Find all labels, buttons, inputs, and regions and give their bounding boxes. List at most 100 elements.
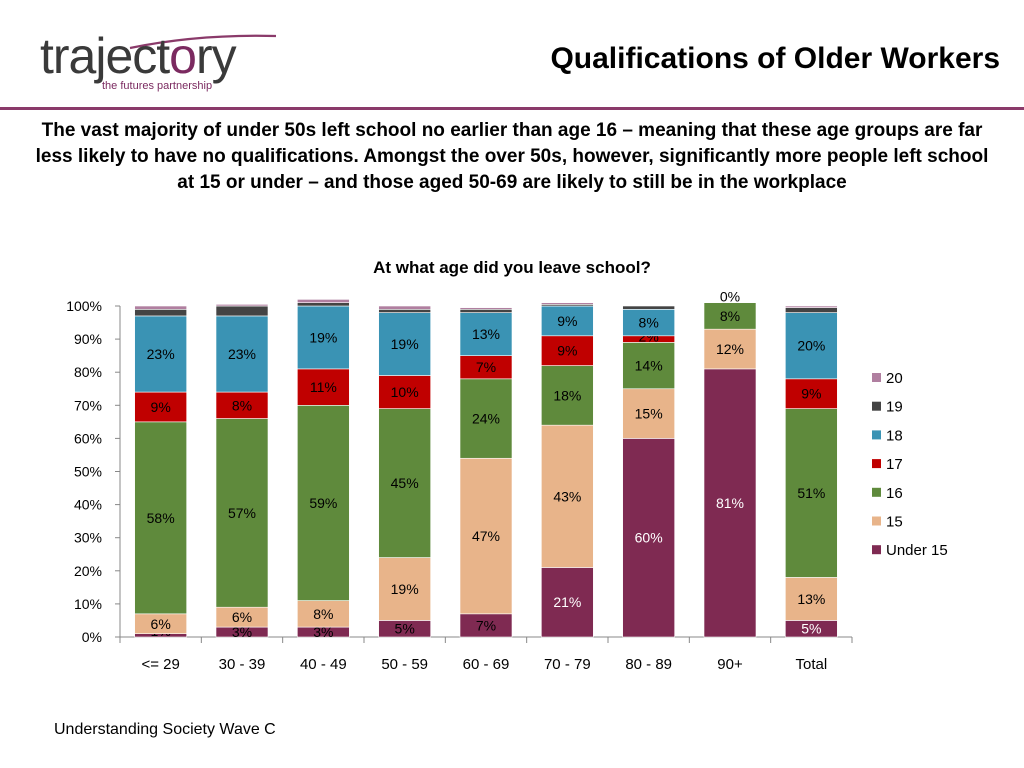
- bar-segment: [622, 438, 675, 638]
- data-label: 8%: [639, 315, 659, 331]
- legend-label: 20: [886, 370, 903, 387]
- data-label: 59%: [309, 495, 337, 511]
- data-label: 6%: [232, 609, 252, 625]
- bar-segment: [459, 312, 513, 356]
- data-label: 10%: [391, 384, 419, 400]
- data-label: 57%: [228, 505, 256, 521]
- data-label: 23%: [147, 346, 175, 362]
- bar-segment: [297, 600, 350, 628]
- legend-label: 17: [886, 456, 903, 473]
- data-label: 81%: [716, 495, 744, 511]
- y-tick-label: 30%: [74, 530, 102, 546]
- legend-swatch: [872, 487, 881, 497]
- data-label: 23%: [228, 346, 256, 362]
- x-tick-label: 50 - 59: [381, 656, 428, 673]
- data-label: 5%: [395, 621, 415, 637]
- bar-segment: [134, 391, 187, 423]
- bar-segment: [541, 335, 594, 366]
- x-tick-label: 40 - 49: [300, 656, 347, 673]
- page-title: Qualifications of Older Workers: [550, 42, 1000, 75]
- bar-segment: [378, 309, 431, 313]
- logo-swoosh-icon: [129, 34, 277, 50]
- bar-segment: [378, 312, 431, 376]
- legend-swatch: [872, 459, 881, 469]
- bar-segment: [215, 315, 269, 393]
- data-label: 0%: [720, 289, 740, 305]
- bar-segment: [622, 305, 675, 310]
- data-label: 47%: [472, 528, 500, 544]
- bar-segment: [134, 305, 187, 310]
- bar-segment: [541, 365, 594, 426]
- logo-wordmark: trajectory: [40, 28, 237, 84]
- y-tick-label: 0%: [82, 629, 102, 645]
- legend-swatch: [872, 430, 881, 440]
- bar-segment: [703, 368, 757, 638]
- data-label: 6%: [151, 616, 171, 632]
- bar-segment: [703, 328, 757, 370]
- bar-segment: [459, 457, 513, 615]
- x-tick-label: 70 - 79: [544, 656, 591, 673]
- bar-segment: [378, 408, 431, 558]
- bar-segment: [622, 388, 675, 439]
- legend-swatch: [872, 401, 881, 411]
- legend-swatch: [872, 516, 881, 526]
- data-label: 19%: [391, 581, 419, 597]
- x-tick-label: 90+: [717, 656, 743, 673]
- bar-segment: [785, 307, 838, 313]
- y-tick-label: 40%: [74, 497, 102, 513]
- bar-segment: [541, 424, 594, 568]
- data-label: 15%: [635, 406, 663, 422]
- bar-segment: [297, 305, 350, 370]
- y-tick-label: 100%: [66, 298, 102, 314]
- data-label: 9%: [151, 399, 171, 415]
- bar-segment: [134, 421, 187, 615]
- y-tick-label: 60%: [74, 430, 102, 446]
- bar-segment: [459, 378, 513, 459]
- legend-label: 19: [886, 399, 903, 416]
- data-label: 14%: [635, 358, 663, 374]
- data-label: 58%: [147, 510, 175, 526]
- y-tick-label: 80%: [74, 364, 102, 380]
- bar-segment: [785, 577, 838, 621]
- data-label: 5%: [801, 621, 821, 637]
- data-label: 8%: [232, 397, 252, 413]
- bar-segment: [703, 302, 757, 330]
- legend-label: 15: [886, 514, 903, 531]
- trajectory-logo: trajectory the futures partnership: [40, 26, 277, 98]
- y-tick-label: 90%: [74, 331, 102, 347]
- bar-segment: [134, 315, 187, 393]
- data-label: 3%: [232, 624, 252, 640]
- bar-segment: [215, 391, 269, 419]
- y-tick-label: 20%: [74, 563, 102, 579]
- legend-label: 16: [886, 485, 903, 502]
- data-label: 8%: [313, 606, 333, 622]
- data-label: 13%: [472, 326, 500, 342]
- legend-label: Under 15: [886, 542, 948, 559]
- data-label: 51%: [797, 485, 825, 501]
- data-label: 12%: [716, 341, 744, 357]
- data-label: 20%: [797, 338, 825, 354]
- data-label: 9%: [557, 313, 577, 329]
- data-label: 11%: [310, 379, 337, 395]
- source-note: Understanding Society Wave C: [54, 721, 276, 738]
- bar-segment: [297, 299, 350, 303]
- page-subtitle: The vast majority of under 50s left scho…: [35, 120, 989, 193]
- bar-segment: [622, 342, 675, 390]
- bar-segment: [378, 557, 431, 621]
- data-label: 24%: [472, 411, 500, 427]
- bar-segment: [785, 378, 838, 409]
- logo-tagline: the futures partnership: [102, 80, 213, 92]
- y-tick-label: 70%: [74, 397, 102, 413]
- bar-segment: [215, 418, 269, 608]
- data-label: 18%: [553, 387, 581, 403]
- data-label: 9%: [801, 386, 821, 402]
- bar-segment: [378, 305, 431, 310]
- legend-label: 18: [886, 427, 903, 444]
- x-tick-label: 80 - 89: [625, 656, 672, 673]
- bar-segment: [459, 309, 513, 313]
- x-tick-label: <= 29: [141, 656, 179, 673]
- bar-segment: [215, 304, 269, 307]
- data-label: 19%: [309, 329, 337, 345]
- bar-segment: [785, 305, 838, 308]
